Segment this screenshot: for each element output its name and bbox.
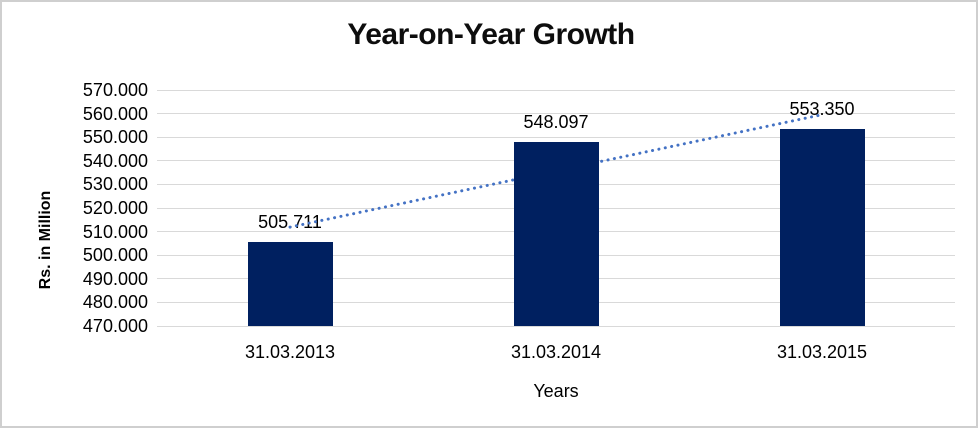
gridline xyxy=(157,325,955,327)
gridline xyxy=(157,89,955,91)
y-tick-label: 540.000 xyxy=(82,150,148,171)
bar-31.03.2015 xyxy=(779,129,865,326)
y-tick-label: 560.000 xyxy=(82,103,148,124)
x-tick-label: 31.03.2015 xyxy=(776,342,868,362)
data-label: 505.711 xyxy=(258,211,322,232)
y-tick-label: 480.000 xyxy=(82,292,148,313)
y-tick-label: 500.000 xyxy=(82,245,148,266)
y-tick-label: 570.000 xyxy=(82,80,148,100)
x-tick-label: 31.03.2014 xyxy=(510,342,602,362)
y-tick-label: 470.000 xyxy=(82,316,148,336)
bar-31.03.2013 xyxy=(247,241,333,326)
x-axis-title: Years xyxy=(533,381,579,401)
y-tick-label: 530.000 xyxy=(82,174,148,195)
y-tick-label: 490.000 xyxy=(82,268,148,289)
y-tick-label: 510.000 xyxy=(82,221,148,242)
data-label: 553.350 xyxy=(789,99,855,120)
bar-31.03.2014 xyxy=(513,141,599,326)
y-tick-label: 550.000 xyxy=(82,127,148,148)
data-label: 548.097 xyxy=(523,111,589,132)
x-tick-label: 31.03.2013 xyxy=(244,342,336,362)
chart-title: Year-on-Year Growth xyxy=(347,18,635,51)
y-tick-label: 520.000 xyxy=(82,198,148,218)
